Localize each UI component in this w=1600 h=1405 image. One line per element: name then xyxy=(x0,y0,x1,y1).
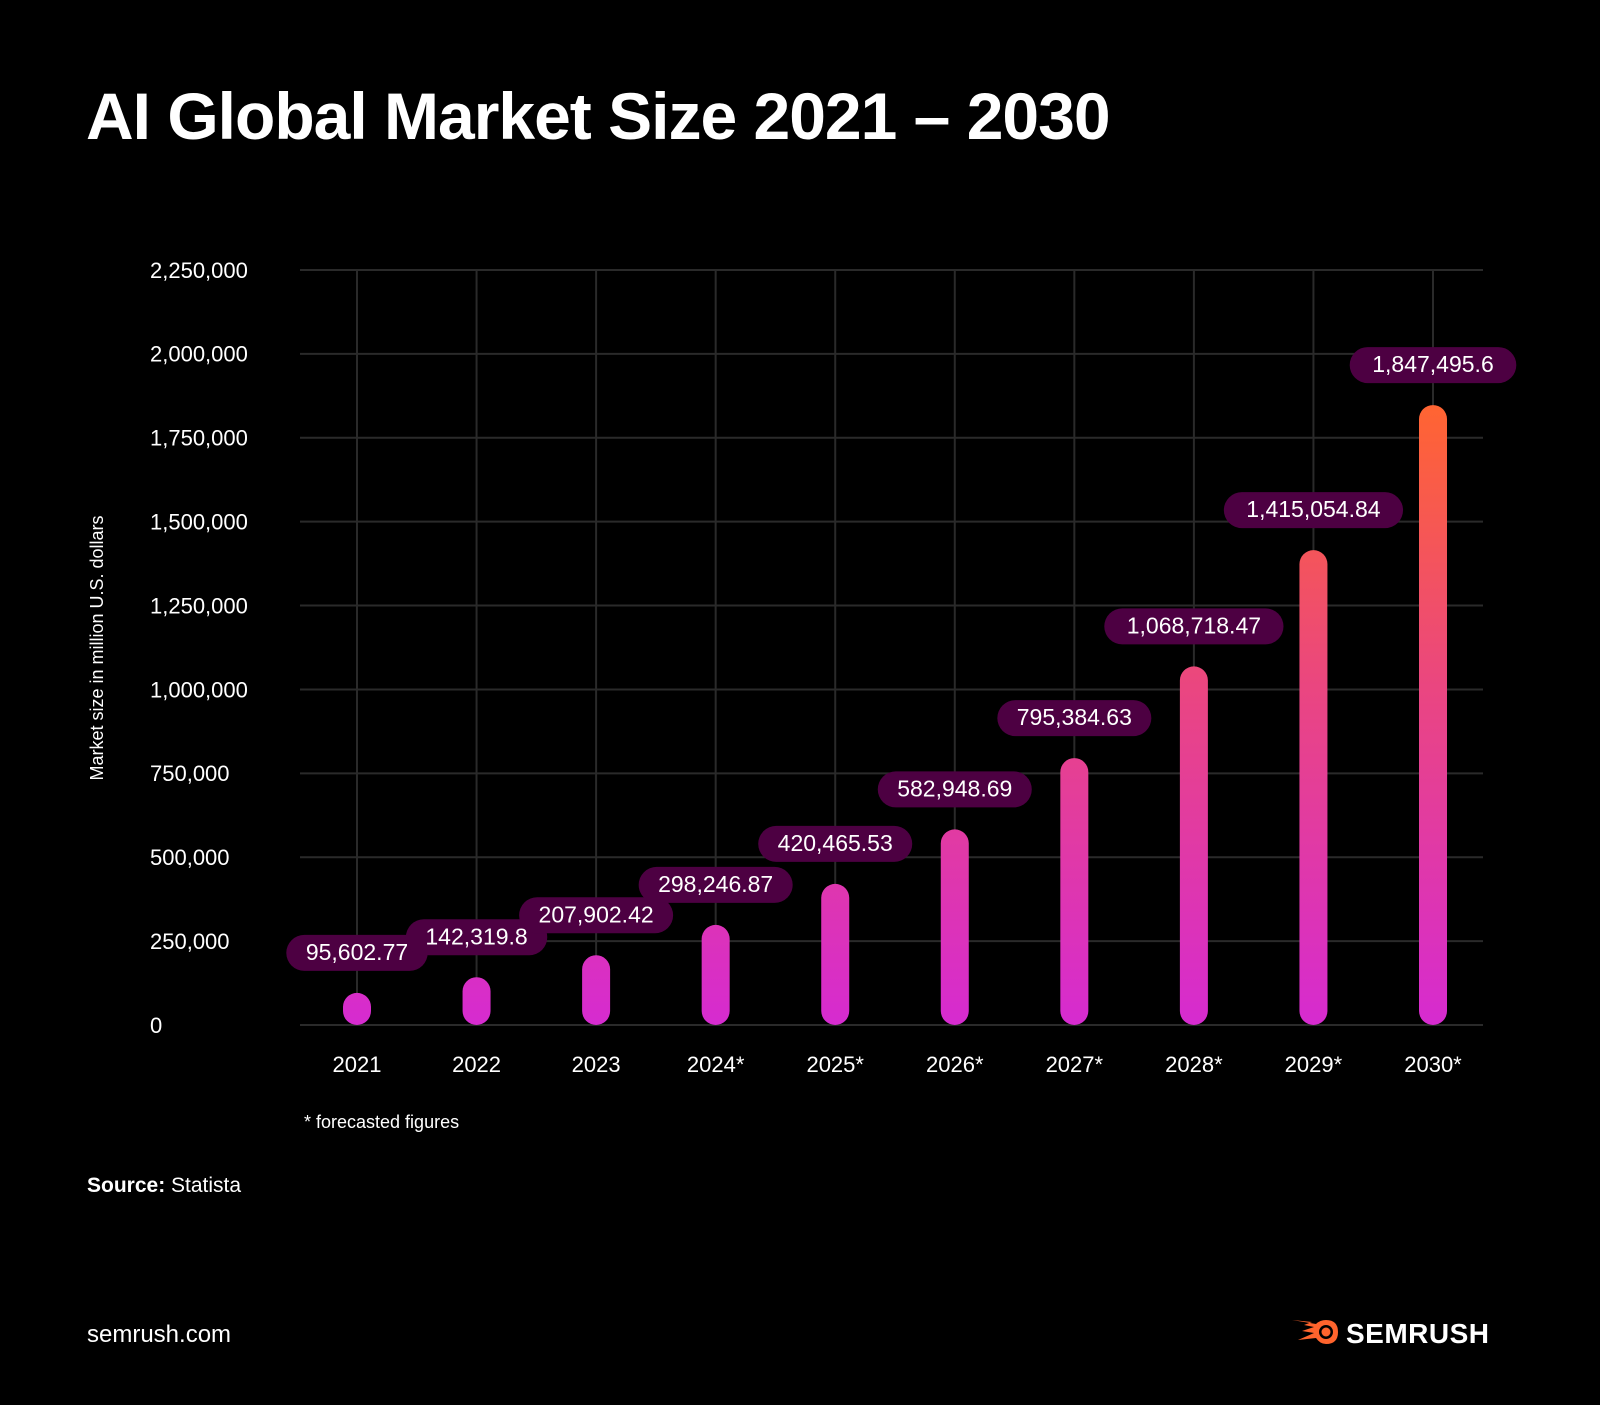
data-label-background xyxy=(286,934,428,971)
bar xyxy=(821,883,850,1025)
data-label: 1,847,495.6 xyxy=(1349,347,1517,384)
source-note: Source: Statista xyxy=(87,1174,241,1198)
data-label-background xyxy=(405,919,548,956)
data-label: 1,068,718.47 xyxy=(1104,608,1284,645)
x-tick-label: 2026* xyxy=(926,1052,984,1077)
x-tick-label: 2024* xyxy=(687,1052,745,1077)
y-tick-label: 1,750,000 xyxy=(150,426,248,451)
data-label: 795,384.63 xyxy=(997,700,1152,737)
forecast-footnote: * forecasted figures xyxy=(304,1112,460,1132)
semrush-logo: SEMRUSH xyxy=(1290,1316,1490,1351)
y-tick-label: 0 xyxy=(150,1013,162,1038)
source-value: Statista xyxy=(171,1174,242,1197)
data-label-background xyxy=(1223,492,1404,529)
x-tick-label: 2029* xyxy=(1285,1052,1343,1077)
source-label: Source: xyxy=(87,1174,166,1197)
data-labels: 95,602.77 142,319.8 207,902.42298,246.8742… xyxy=(286,347,1517,971)
brand-name: SEMRUSH xyxy=(1346,1317,1490,1349)
bar xyxy=(1419,405,1447,1025)
data-label: 582,948.69 xyxy=(877,771,1032,808)
bar xyxy=(462,977,491,1025)
y-axis-label: Market size in million U.S. dollars xyxy=(87,515,107,780)
data-label-text: 795,384.63 xyxy=(1017,704,1132,730)
data-label: 142,319.8 xyxy=(405,919,548,956)
x-tick-label: 2025* xyxy=(806,1052,864,1077)
data-label-text: 1,847,495.6 xyxy=(1372,351,1494,377)
x-tick-label: 2027* xyxy=(1046,1052,1104,1077)
data-label-background xyxy=(519,897,674,934)
x-tick-label: 2028* xyxy=(1165,1052,1223,1077)
y-tick-label: 1,500,000 xyxy=(150,509,248,534)
data-label-text: 582,948.69 xyxy=(897,775,1012,801)
y-tick-label: 1,000,000 xyxy=(150,677,248,702)
data-label-background xyxy=(638,866,793,903)
x-tick-label: 2030* xyxy=(1404,1052,1462,1077)
data-label-text: 95,602.77 xyxy=(306,939,408,965)
bar xyxy=(1060,758,1089,1025)
bar xyxy=(582,955,611,1025)
data-label: 298,246.87 xyxy=(638,866,793,903)
x-tick-label: 2021 xyxy=(333,1052,382,1077)
data-label-text: 207,902.42 xyxy=(539,901,654,927)
x-tick-label: 2023 xyxy=(572,1052,621,1077)
y-tick-label: 500,000 xyxy=(150,845,230,870)
y-axis-ticks: 0 250,000 500,000 750,000 1,000,000 1,250,000… xyxy=(150,258,248,1038)
y-tick-label: 750,000 xyxy=(150,761,230,786)
bar xyxy=(940,829,969,1025)
data-label-text: 1,068,718.47 xyxy=(1127,612,1261,638)
x-axis-ticks: 2021 2022 2023 2024* 2025* 2026* 2027* 2028* 202… xyxy=(333,1052,1463,1077)
data-label-text: 142,319.8 xyxy=(425,923,527,949)
site-link[interactable]: semrush.com xyxy=(87,1321,232,1348)
data-label-background xyxy=(997,700,1152,737)
data-label-background xyxy=(1349,347,1517,384)
data-label-text: 420,465.53 xyxy=(778,830,893,856)
data-label-text: 1,415,054.84 xyxy=(1246,496,1381,522)
y-tick-label: 2,250,000 xyxy=(150,258,248,283)
bar xyxy=(1179,666,1208,1025)
data-label: 420,465.53 xyxy=(758,825,913,862)
y-tick-label: 250,000 xyxy=(150,929,230,954)
bar xyxy=(343,992,371,1025)
semrush-fireball-icon xyxy=(1290,1316,1340,1351)
bar xyxy=(701,924,730,1025)
data-label-background xyxy=(758,825,913,862)
data-label: 1,415,054.84 xyxy=(1223,492,1404,529)
data-label: 95,602.77 xyxy=(286,934,428,971)
chart-title: AI Global Market Size 2021 – 2030 xyxy=(86,79,1111,153)
data-label-text: 298,246.87 xyxy=(658,871,773,897)
x-tick-label: 2022 xyxy=(452,1052,501,1077)
bar xyxy=(1299,550,1328,1025)
data-label: 207,902.42 xyxy=(519,897,674,934)
data-label-background xyxy=(1104,608,1284,645)
bars xyxy=(343,405,1447,1025)
data-label-background xyxy=(877,771,1032,808)
y-tick-label: 2,000,000 xyxy=(150,342,248,367)
y-tick-label: 1,250,000 xyxy=(150,593,248,618)
